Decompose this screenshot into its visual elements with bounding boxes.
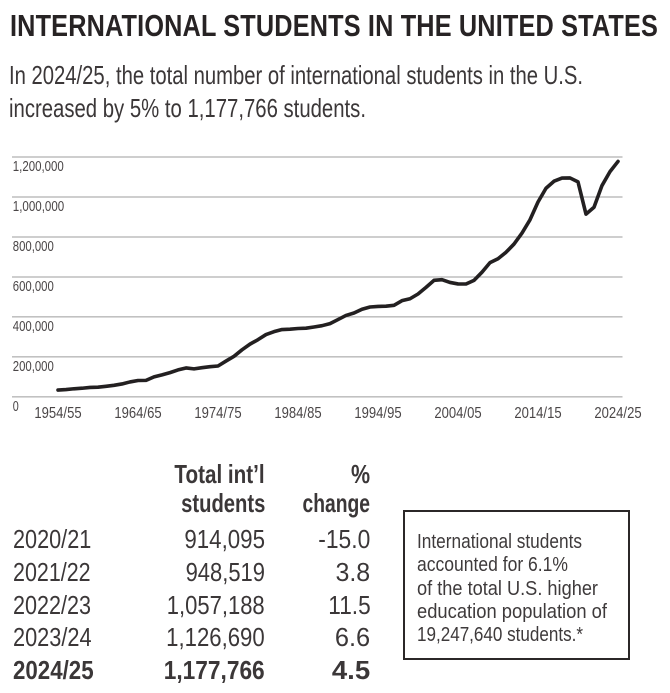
cell-total: 1,126,690	[166, 622, 266, 653]
y-axis-label: 1,000,000	[13, 199, 64, 215]
cell-total: 1,057,188	[167, 589, 265, 620]
x-axis-label: 1994/95	[354, 405, 401, 422]
table-row: 2020/21 914,095 -15.0	[0, 523, 670, 556]
cell-year: 2022/23	[13, 589, 91, 620]
table-row: 2021/22 948,519 3.8	[0, 556, 670, 589]
y-axis-label: 0	[13, 399, 19, 415]
callout-text: International students accounted for 6.1%…	[417, 531, 627, 646]
x-axis-label: 1964/65	[114, 405, 161, 422]
callout-line: accounted for 6.1%	[416, 554, 568, 577]
y-axis-label: 200,000	[13, 359, 54, 375]
callout-line: 19,247,640 students.*	[416, 623, 583, 646]
cell-change: 4.5	[332, 655, 371, 686]
cell-year: 2020/21	[13, 524, 92, 555]
table-row: 2023/24 1,126,690 6.6	[0, 621, 670, 654]
x-axis-label: 1954/55	[34, 405, 81, 422]
trend-line	[56, 159, 620, 392]
y-axis-label: 400,000	[13, 319, 54, 335]
intro-line-1: In 2024/25, the total number of internat…	[9, 60, 583, 90]
cell-year: 2021/22	[13, 556, 91, 587]
cell-total: 1,177,766	[164, 655, 265, 686]
y-axis-label: 1,200,000	[13, 159, 64, 175]
intro-text: In 2024/25, the total number of internat…	[9, 59, 670, 124]
cell-change: 3.8	[335, 556, 371, 587]
intro-line-2: increased by 5% to 1,177,766 students.	[9, 92, 366, 123]
x-axis-label: 2024/25	[594, 405, 641, 422]
callout-box: International students accounted for 6.1%…	[402, 510, 630, 660]
y-axis-label: 600,000	[13, 279, 54, 295]
cell-year: 2023/24	[13, 622, 92, 653]
page-title: INTERNATIONAL STUDENTS IN THE UNITED STA…	[10, 8, 658, 44]
cell-total: 914,095	[184, 524, 265, 555]
x-axis-label: 2004/05	[434, 405, 481, 422]
table-row: 2022/23 1,057,188 11.5	[0, 589, 670, 622]
table-header-change: % change	[303, 459, 371, 518]
cell-change: -15.0	[318, 524, 371, 555]
x-axis-label: 1974/75	[194, 405, 241, 422]
callout-line: education population of	[416, 600, 607, 623]
y-axis-label: 800,000	[13, 239, 54, 255]
cell-change: 6.6	[335, 622, 371, 653]
table-header-total: Total int’l students	[174, 459, 265, 518]
callout-line: of the total U.S. higher	[416, 577, 598, 600]
cell-total: 948,519	[185, 556, 265, 587]
x-axis-label: 2014/15	[514, 405, 561, 422]
x-axis-label: 1984/85	[274, 405, 321, 422]
cell-year: 2024/25	[13, 655, 94, 686]
cell-change: 11.5	[328, 589, 371, 620]
table-row: 2024/25 1,177,766 4.5	[0, 654, 670, 687]
callout-line: International students	[416, 531, 582, 554]
